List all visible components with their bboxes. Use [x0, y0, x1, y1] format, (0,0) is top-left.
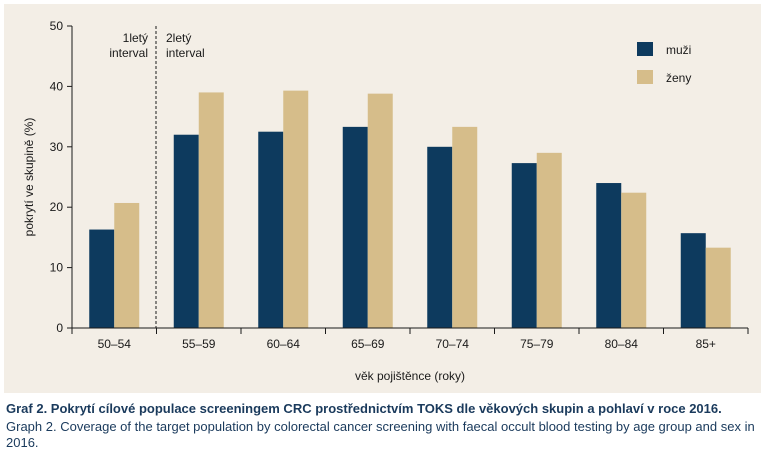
x-tick-label: 65–69: [351, 337, 385, 351]
x-axis-label: věk pojištěnce (roky): [355, 369, 465, 383]
bar-zeny: [367, 93, 393, 328]
annotation-1-line1: 1letý: [123, 31, 148, 45]
y-axis-label: pokrytí ve skupině (%): [22, 118, 36, 237]
annotation-2-line1: 2letý: [166, 31, 191, 45]
legend-label-muzi: muži: [666, 43, 691, 57]
y-tick-label: 10: [50, 261, 64, 275]
bar-muzi: [511, 163, 537, 328]
bar-muzi: [596, 183, 622, 328]
legend-swatch-muzi: [637, 42, 653, 56]
y-tick-label: 50: [50, 19, 64, 33]
bar-zeny: [198, 92, 224, 328]
annotation-1-line2: interval: [109, 46, 148, 60]
legend-label-zeny: ženy: [666, 71, 691, 85]
x-tick-label: 80–84: [605, 337, 639, 351]
x-tick-label: 75–79: [520, 337, 554, 351]
annotation-2-line2: interval: [166, 46, 205, 60]
bar-zeny: [705, 247, 731, 328]
bar-muzi: [680, 233, 706, 328]
bar-zeny: [114, 202, 140, 328]
bar-muzi: [173, 134, 199, 328]
x-tick-label: 50–54: [98, 337, 132, 351]
y-tick-label: 30: [50, 140, 64, 154]
figure-caption-subtitle: Graph 2. Coverage of the target populati…: [6, 419, 755, 450]
bar-zeny: [283, 90, 309, 329]
y-tick-label: 20: [50, 200, 64, 214]
x-tick-label: 70–74: [436, 337, 470, 351]
bar-muzi: [258, 131, 284, 328]
legend-swatch-zeny: [637, 70, 653, 84]
x-tick-label: 85+: [696, 337, 716, 351]
bar-zeny: [621, 192, 647, 328]
figure-caption-title: Graf 2. Pokrytí cílové populace screenin…: [6, 401, 722, 416]
bar-zeny: [536, 152, 562, 328]
y-tick-label: 0: [56, 321, 63, 335]
bar-muzi: [89, 229, 115, 328]
x-tick-label: 60–64: [267, 337, 301, 351]
bar-chart: 0 10 20 30 40 50 50–54 55–59 60–64 65–69 70–74 75–7…: [22, 19, 749, 383]
bar-muzi: [427, 146, 453, 328]
y-tick-label: 40: [50, 79, 64, 93]
x-tick-label: 55–59: [182, 337, 216, 351]
bar-muzi: [342, 126, 368, 328]
bar-zeny: [452, 126, 478, 328]
